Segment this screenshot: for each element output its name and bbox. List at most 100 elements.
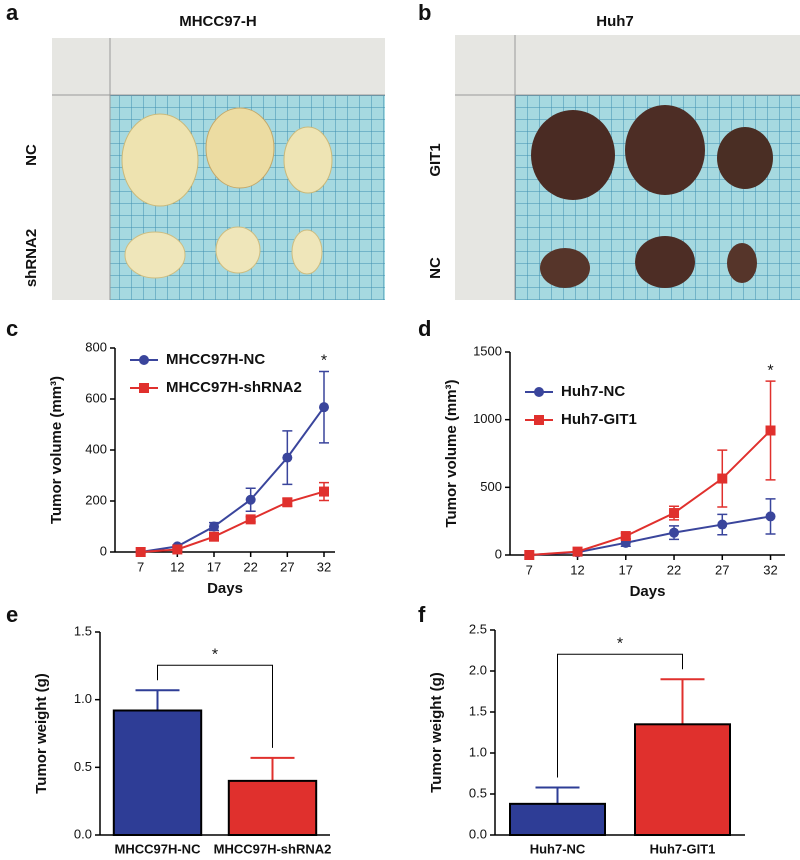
y-tick-label: 400 — [85, 441, 107, 456]
error-bar — [660, 678, 705, 725]
row-label: NC — [427, 257, 444, 279]
y-tick-label: 0.0 — [74, 826, 92, 841]
series-line — [529, 515, 771, 556]
legend-marker — [534, 415, 544, 425]
x-tick-label: 12 — [570, 562, 584, 577]
row-label: NC — [23, 144, 40, 166]
row-label: GIT1 — [427, 143, 444, 176]
y-tick-label: 1500 — [473, 343, 502, 358]
y-tick-label: 2.0 — [469, 662, 487, 677]
point — [245, 514, 256, 525]
y-tick-label: 1.0 — [469, 744, 487, 759]
point — [282, 452, 293, 463]
x-tick-label: 32 — [763, 562, 777, 577]
legend-label: MHCC97H-shRNA2 — [166, 379, 302, 396]
panel-letter: c — [6, 316, 18, 341]
photo-title: Huh7 — [596, 13, 634, 30]
y-tick-label: 2.5 — [469, 621, 487, 636]
point — [524, 550, 535, 560]
y-tick-label: 1000 — [473, 411, 502, 426]
y-tick-label: 600 — [85, 390, 107, 405]
significance-bracket — [557, 653, 683, 778]
legend-marker — [139, 355, 149, 365]
x-tick-label: 12 — [170, 559, 184, 574]
panel-letter: f — [418, 602, 426, 627]
error-bar — [250, 756, 295, 781]
y-tick-label: 1.5 — [74, 623, 92, 638]
significance-bracket — [157, 664, 273, 748]
series-line — [529, 429, 772, 556]
panel-letter: d — [418, 316, 431, 341]
annotation: * — [767, 362, 773, 379]
bar — [227, 779, 318, 836]
point — [669, 527, 680, 538]
error-bar — [135, 689, 180, 711]
legend-label: MHCC97H-NC — [166, 351, 265, 368]
legend-label: Huh7-GIT1 — [561, 411, 637, 428]
y-tick-label: 0.5 — [74, 759, 92, 774]
point — [717, 519, 728, 530]
panel-letter: a — [6, 0, 19, 25]
point — [620, 531, 631, 542]
point — [765, 425, 776, 436]
y-tick-label: 1.0 — [74, 691, 92, 706]
annotation: * — [617, 635, 623, 652]
y-axis-label: Tumor weight (g) — [428, 672, 445, 793]
y-tick-label: 800 — [85, 339, 107, 354]
x-tick-label: 22 — [667, 562, 681, 577]
point — [209, 521, 219, 532]
y-tick-label: 500 — [480, 479, 502, 494]
point — [135, 547, 146, 557]
y-axis-label: Tumor volume (mm³) — [443, 379, 460, 527]
point — [245, 494, 256, 505]
x-tick-label: 27 — [280, 559, 294, 574]
x-tick-label: 22 — [243, 559, 257, 574]
y-tick-label: 0 — [100, 543, 107, 558]
point — [717, 473, 728, 484]
x-tick-label: MHCC97H-NC — [115, 841, 202, 856]
bar — [112, 709, 203, 837]
series-line — [140, 490, 325, 553]
x-tick-label: 7 — [137, 559, 144, 574]
panel-letter: e — [6, 602, 18, 627]
x-tick-label: MHCC97H-shRNA2 — [214, 841, 332, 856]
photo — [455, 35, 800, 300]
x-tick-label: 17 — [207, 559, 221, 574]
y-tick-label: 0.0 — [469, 826, 487, 841]
y-axis-label: Tumor weight (g) — [33, 673, 50, 794]
x-tick-label: Huh7-GIT1 — [650, 841, 716, 856]
photo-title: MHCC97-H — [179, 13, 257, 30]
legend-label: Huh7-NC — [561, 383, 625, 400]
point — [319, 486, 329, 497]
point — [172, 544, 183, 555]
point — [669, 508, 680, 519]
y-tick-label: 1.5 — [469, 703, 487, 718]
bar — [509, 802, 606, 837]
photo — [52, 38, 385, 300]
y-tick-label: 0 — [495, 546, 502, 561]
x-tick-label: 27 — [715, 562, 729, 577]
y-tick-label: 200 — [85, 492, 107, 507]
point — [572, 546, 583, 557]
y-tick-label: 0.5 — [469, 785, 487, 800]
legend-marker — [534, 387, 544, 397]
point — [209, 531, 219, 542]
point — [319, 402, 329, 413]
series-line — [140, 406, 325, 553]
x-tick-label: 17 — [619, 562, 633, 577]
y-axis-label: Tumor volume (mm³) — [48, 376, 65, 524]
annotation: * — [321, 353, 327, 370]
x-axis-label: Days — [207, 580, 243, 597]
annotation: * — [212, 646, 218, 663]
row-label: shRNA2 — [23, 229, 40, 287]
x-axis-label: Days — [630, 583, 666, 600]
panel-letter: b — [418, 0, 431, 25]
x-tick-label: 7 — [526, 562, 533, 577]
bar — [634, 723, 731, 836]
point — [282, 497, 293, 508]
legend-marker — [139, 383, 149, 393]
x-tick-label: 32 — [317, 559, 331, 574]
point — [765, 511, 776, 522]
